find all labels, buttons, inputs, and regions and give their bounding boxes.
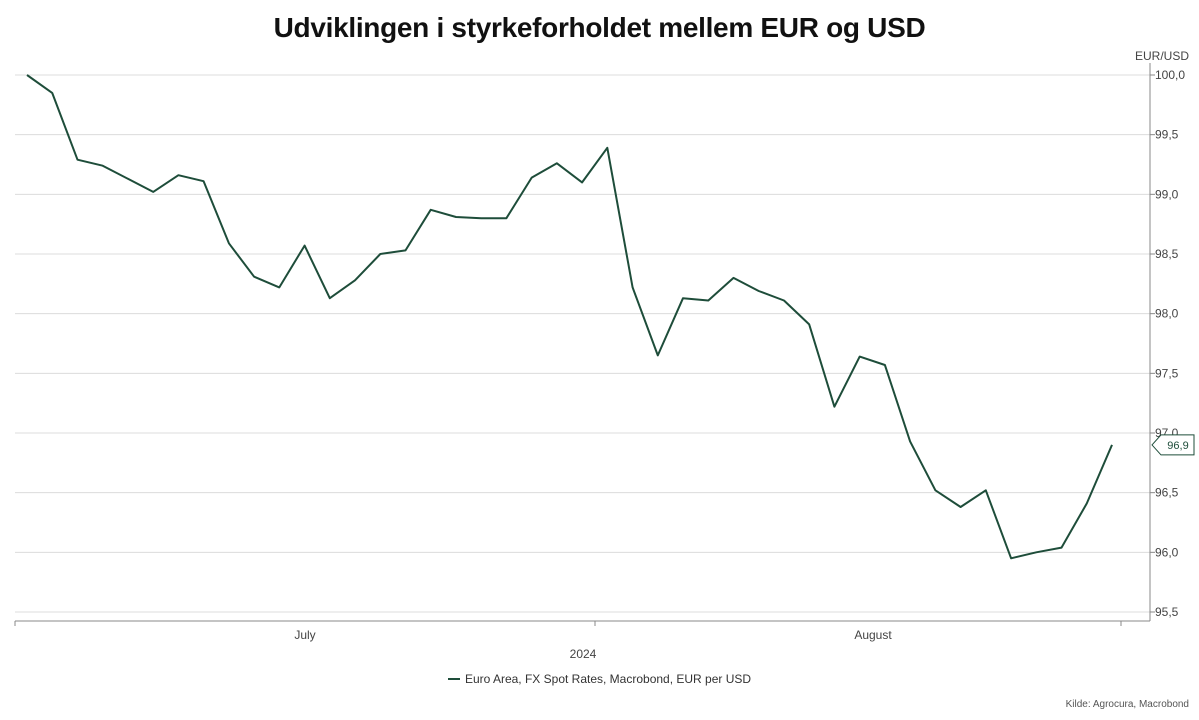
y-tick-label: 97,5 <box>1155 366 1179 380</box>
y-tick-label: 98,0 <box>1155 307 1179 321</box>
last-value-label: 96,9 <box>1167 440 1188 452</box>
x-month-label-july: July <box>294 628 315 642</box>
y-tick-label: 98,5 <box>1155 247 1179 261</box>
legend-swatch <box>447 678 460 680</box>
y-tick-label: 99,0 <box>1155 187 1179 201</box>
legend: Euro Area, FX Spot Rates, Macrobond, EUR… <box>0 672 1199 686</box>
y-axis-unit-label: EUR/USD <box>1135 49 1189 63</box>
y-tick-label: 96,5 <box>1155 486 1179 500</box>
last-value-box <box>1151 434 1195 456</box>
legend-label: Euro Area, FX Spot Rates, Macrobond, EUR… <box>464 672 752 686</box>
gridlines <box>15 74 1150 613</box>
y-tick-label: 100,0 <box>1155 68 1185 82</box>
x-year-label: 2024 <box>570 647 597 661</box>
x-month-label-august: August <box>854 628 892 642</box>
y-tick-label: 95,5 <box>1155 605 1179 619</box>
x-axis: July August 2024 <box>14 620 1150 661</box>
last-value-callout: 96,9 <box>1151 434 1195 456</box>
y-tick-label: 96,0 <box>1155 545 1179 559</box>
source-note: Kilde: Agrocura, Macrobond <box>1065 699 1189 710</box>
y-axis: EUR/USD 100,099,599,098,598,097,597,096,… <box>1135 49 1189 621</box>
y-tick-label: 99,5 <box>1155 128 1179 142</box>
chart-title: Udviklingen i styrkeforholdet mellem EUR… <box>273 12 926 43</box>
series-line-eur-per-usd <box>26 74 1113 560</box>
series-group <box>26 74 1113 560</box>
